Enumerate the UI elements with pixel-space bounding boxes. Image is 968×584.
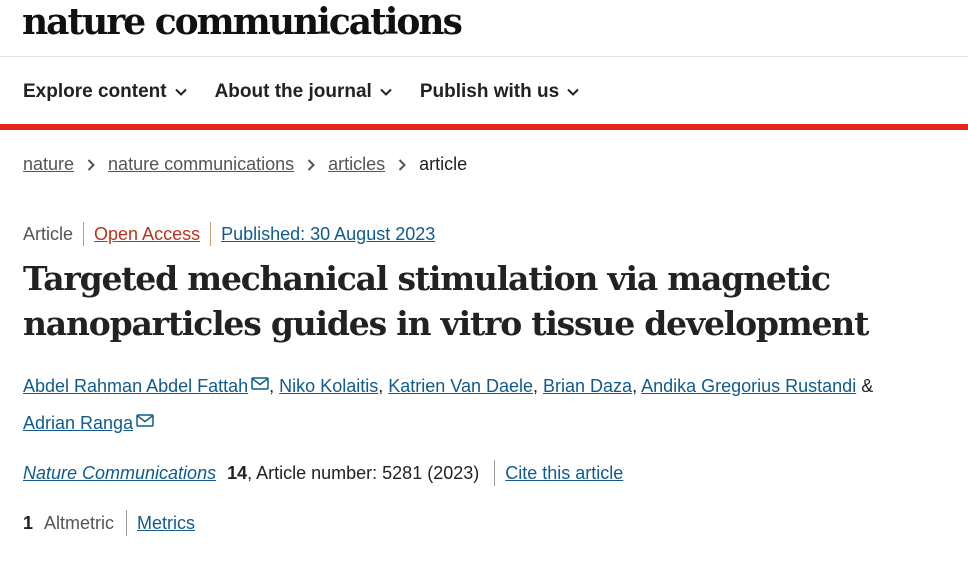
breadcrumb-articles[interactable]: articles xyxy=(328,154,386,174)
author-ampersand: & xyxy=(861,376,874,396)
article-meta: Article Open Access Published: 30 August… xyxy=(23,222,445,246)
envelope-icon[interactable] xyxy=(251,377,269,390)
chevron-down-icon xyxy=(380,88,392,96)
header-divider xyxy=(0,56,968,57)
breadcrumb-current: article xyxy=(419,154,468,174)
author-list: Abdel Rahman Abdel Fattah, Niko Kolaitis… xyxy=(23,376,874,433)
nav-publish-with-us-label: Publish with us xyxy=(419,81,560,102)
main-nav: Explore content About the journal Publis… xyxy=(23,78,607,106)
chevron-right-icon xyxy=(398,158,407,171)
accent-bar xyxy=(0,124,968,130)
nav-about-journal-label: About the journal xyxy=(214,81,372,102)
metrics-divider xyxy=(126,510,128,536)
journal-name-link[interactable]: Nature Communications xyxy=(23,462,217,483)
breadcrumb-nature[interactable]: nature xyxy=(23,154,75,174)
author-link[interactable]: Katrien Van Daele xyxy=(388,376,533,396)
chevron-right-icon xyxy=(87,158,95,171)
article-number: , Article number: 5281 (2023) xyxy=(247,462,480,483)
chevron-down-icon xyxy=(174,88,187,96)
author-link[interactable]: Adrian Ranga xyxy=(23,413,134,433)
author-link[interactable]: Abdel Rahman Abdel Fattah xyxy=(23,376,249,396)
nav-explore-content-label: Explore content xyxy=(23,81,167,102)
chevron-down-icon xyxy=(567,88,579,96)
author-link[interactable]: Andika Gregorius Rustandi xyxy=(641,376,857,396)
citation-line: Nature Communications 14 , Article numbe… xyxy=(23,460,623,486)
nav-explore-content[interactable]: Explore content xyxy=(23,78,187,106)
breadcrumb: nature nature communications articles ar… xyxy=(23,154,467,175)
metrics-link[interactable]: Metrics xyxy=(137,512,196,533)
article-type: Article xyxy=(23,224,74,244)
chevron-right-icon xyxy=(307,158,316,171)
metrics-line: 1 Altmetric Metrics xyxy=(23,510,195,536)
envelope-icon[interactable] xyxy=(136,414,154,427)
open-access-link[interactable]: Open Access xyxy=(94,224,201,244)
breadcrumb-nature-communications[interactable]: nature communications xyxy=(108,154,295,174)
nav-publish-with-us[interactable]: Publish with us xyxy=(420,78,579,106)
author-link[interactable]: Brian Daza xyxy=(543,376,633,396)
journal-logo[interactable]: nature communications xyxy=(22,1,463,43)
altmetric-count: 1 xyxy=(23,512,34,533)
published-item: Published: 30 August 2023 xyxy=(210,222,445,246)
nav-about-journal[interactable]: About the journal xyxy=(215,78,392,106)
open-access-item: Open Access xyxy=(83,222,210,246)
citation-divider xyxy=(494,460,496,486)
altmetric-label: Altmetric xyxy=(44,512,115,533)
published-date-link[interactable]: Published: 30 August 2023 xyxy=(221,224,436,244)
cite-article-link[interactable]: Cite this article xyxy=(505,462,624,483)
volume-number: 14 xyxy=(227,462,248,483)
author-link[interactable]: Niko Kolaitis xyxy=(279,376,379,396)
article-title: Targeted mechanical stimulation via magn… xyxy=(23,259,869,343)
